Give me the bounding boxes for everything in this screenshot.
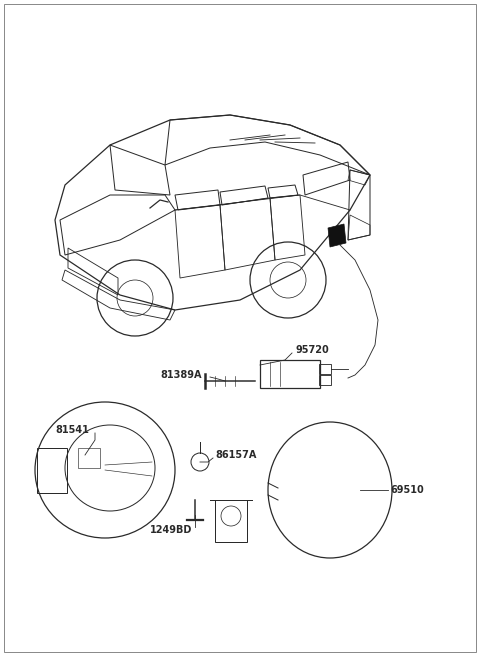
Text: 95720: 95720 [295, 345, 329, 355]
Text: 1249BD: 1249BD [150, 525, 192, 535]
Text: 86157A: 86157A [215, 450, 256, 460]
Bar [215, 500, 247, 542]
Text: 81541: 81541 [55, 425, 89, 435]
Bar [78, 448, 100, 468]
Text: 69510: 69510 [390, 485, 424, 495]
Bar [37, 448, 67, 493]
Bar [319, 364, 331, 374]
Bar [319, 375, 331, 385]
Text: 81389A: 81389A [160, 370, 202, 380]
Bar [260, 360, 320, 388]
Polygon shape [328, 224, 346, 247]
